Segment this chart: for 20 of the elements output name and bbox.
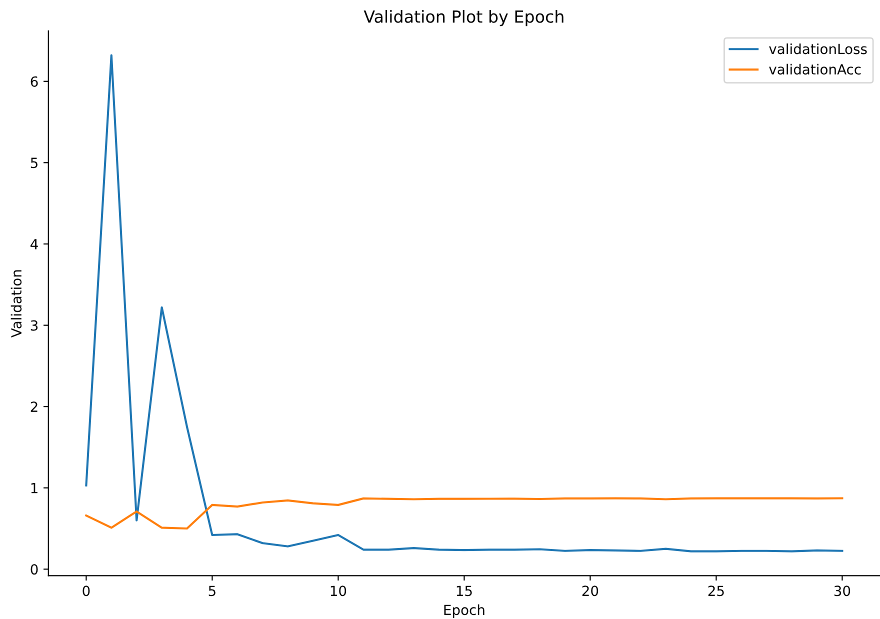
x-tick-label: 10 <box>330 586 346 596</box>
y-tick-label: 0 <box>30 564 38 575</box>
y-tick-label: 6 <box>30 76 38 87</box>
legend-label: validationLoss <box>769 43 867 54</box>
y-tick-label: 2 <box>30 402 38 412</box>
chart-title: Validation Plot by Epoch <box>364 10 564 26</box>
legend-label: validationAcc <box>769 64 861 75</box>
x-tick-label: 15 <box>456 586 472 596</box>
y-tick-label: 5 <box>30 158 38 168</box>
y-tick-label: 3 <box>30 320 38 331</box>
y-tick-label: 4 <box>30 239 38 250</box>
y-tick-label: 1 <box>31 483 38 494</box>
x-axis-title: Epoch <box>444 604 484 618</box>
x-tick-label: 20 <box>582 586 598 596</box>
x-tick-label: 25 <box>708 586 724 596</box>
y-axis-title: Validation <box>10 270 22 338</box>
x-tick-label: 30 <box>834 586 850 596</box>
x-tick-label: 5 <box>208 586 216 596</box>
line-series <box>85 497 844 530</box>
x-tick-label: 0 <box>82 586 90 596</box>
